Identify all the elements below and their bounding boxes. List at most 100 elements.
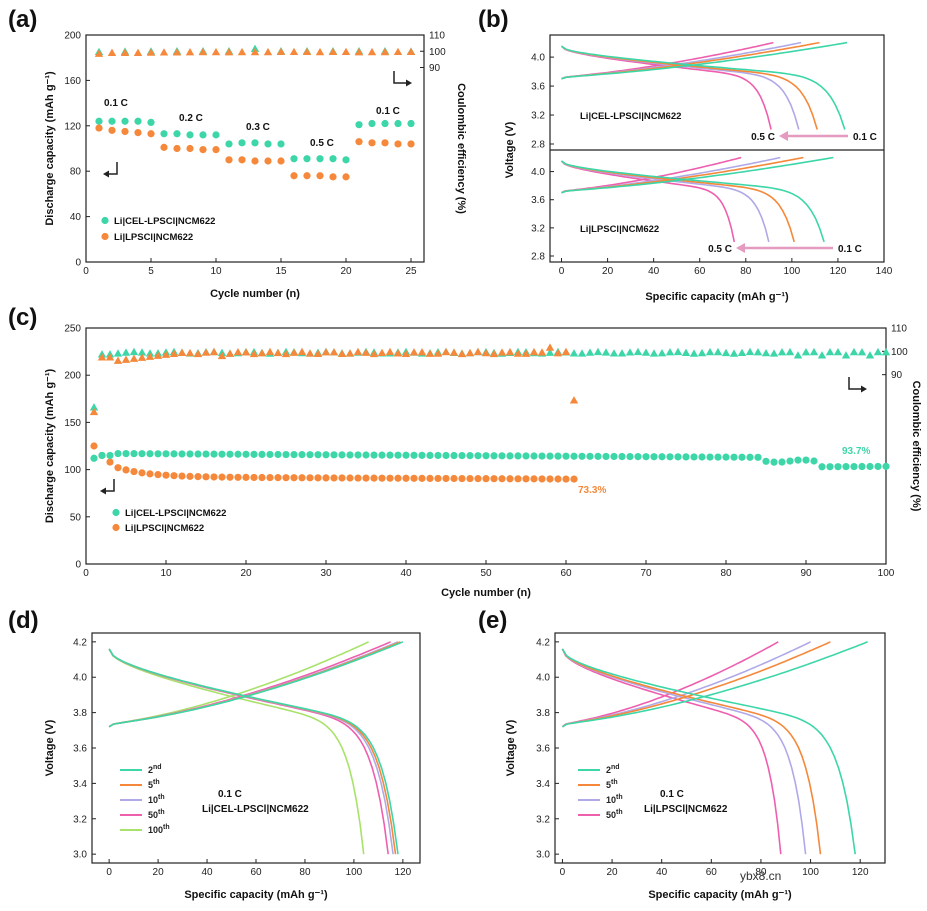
capacity-point-cel [618, 452, 626, 461]
capacity-point-lpsci [314, 474, 322, 482]
x-axis-label: Cycle number (n) [210, 288, 300, 300]
watermark-text: ybx8.cn [740, 869, 781, 883]
ce-point-cel [737, 348, 747, 357]
ce-point [107, 48, 117, 57]
legend-cycle-number: 2 [606, 765, 611, 775]
ce-point-lpsci [217, 351, 227, 360]
ce-point-lpsci [369, 349, 379, 358]
ce-point-lpsci [561, 347, 571, 356]
y-tick-label: 150 [64, 418, 81, 429]
capacity-point-cel [202, 450, 210, 458]
capacity-point-cel [842, 463, 850, 471]
ce-point-cel [601, 348, 611, 356]
x-tick-label: 25 [405, 266, 417, 277]
capacity-point-cel [514, 452, 522, 460]
ce-point-cel [89, 403, 99, 411]
ce-point-lpsci [401, 349, 411, 358]
capacity-point-cel [322, 451, 330, 459]
capacity-point [290, 172, 298, 180]
capacity-point-cel [138, 450, 146, 458]
y-tick-label: 3.0 [73, 850, 87, 861]
capacity-point [108, 117, 116, 125]
legend-cycle-suffix: th [153, 779, 160, 786]
retention-label-lpsci: 73.3% [578, 485, 606, 496]
cycle-2-discharge-curve [561, 648, 856, 855]
capacity-point [394, 140, 402, 148]
capacity-point-cel [194, 450, 202, 458]
capacity-point [394, 119, 402, 128]
legend-cycle-label: 10th [148, 794, 165, 805]
y-axis-label: Voltage (V) [504, 121, 516, 178]
ce-point-cel [865, 351, 875, 359]
capacity-point [368, 139, 376, 147]
capacity-point [355, 121, 363, 129]
x-axis-label: Specific capacity (mAh g⁻¹) [184, 889, 328, 901]
capacity-point [368, 119, 376, 128]
capacity-point-lpsci [426, 474, 434, 482]
ce-point-cel [129, 347, 139, 356]
capacity-point [186, 131, 194, 139]
ce-point-cel [721, 348, 731, 357]
ce-point-lpsci [105, 353, 115, 361]
y-tick-label: 4.0 [73, 673, 87, 684]
capacity-point-lpsci [418, 474, 426, 482]
legend-cycle-label: 5th [148, 779, 160, 790]
ce-point-lpsci [465, 348, 475, 357]
capacity-point [381, 139, 389, 147]
ce-point-lpsci [545, 343, 555, 351]
capacity-point-cel [362, 451, 370, 459]
capacity-point [134, 117, 142, 125]
capacity-point-cel [778, 458, 786, 466]
ce-point [198, 47, 208, 56]
ce-point-cel [769, 349, 779, 357]
legend-cycle-suffix: th [616, 794, 623, 801]
x-tick-label: 100 [802, 867, 819, 878]
ce-point-lpsci [553, 349, 563, 357]
ce-point [289, 47, 299, 56]
panel-a: (a) 0 5 10 15 20 25 0 40 80 120 160 200 90 100 110 Cycle… [8, 6, 467, 300]
ce-point-lpsci [569, 396, 579, 404]
ce-point [120, 48, 130, 57]
capacity-point-lpsci [170, 472, 178, 480]
ce-point [224, 48, 234, 56]
capacity-point-cel [770, 458, 778, 466]
capacity-point [160, 143, 168, 151]
y-tick-label: 3.4 [73, 779, 87, 790]
x-tick-label: 40 [201, 867, 213, 878]
capacity-point-cel [258, 450, 266, 459]
capacity-point [199, 131, 207, 139]
legend-cycle-number: 2 [148, 765, 153, 775]
legend-entry-lpsci: Li|LPSCl|NCM622 [114, 232, 193, 243]
x-tick-label: 5 [148, 266, 154, 277]
y-tick-label: 3.2 [73, 814, 87, 825]
capacity-point-lpsci [194, 473, 202, 481]
capacity-point-lpsci [330, 474, 338, 482]
capacity-point-cel [634, 453, 642, 461]
profile-0.1C-discharge-curve [561, 45, 846, 130]
y-tick-label: 120 [64, 121, 81, 132]
capacity-point [134, 129, 142, 137]
ce-point-lpsci [505, 347, 515, 356]
legend-cycle-label: 2nd [606, 764, 620, 775]
ce-point-cel [881, 348, 891, 356]
y2-tick-label: 100 [891, 347, 908, 358]
right-axis-arrow [848, 377, 863, 390]
capacity-point-lpsci [106, 458, 114, 466]
cycle-2-charge-curve [561, 641, 868, 728]
panel-label: (a) [8, 6, 37, 33]
ce-point-cel [593, 347, 603, 356]
capacity-point-cel [610, 452, 618, 461]
legend-entry-cel: Li|CEL-LPSCl|NCM622 [114, 216, 215, 227]
ce-point-lpsci [169, 349, 179, 357]
ce-point-cel [753, 347, 763, 356]
legend-cycle-label: 10th [606, 794, 623, 805]
ce-point-cel [641, 348, 651, 356]
ce-point-cel [569, 349, 579, 357]
legend-entry-lpsci: Li|LPSCl|NCM622 [125, 523, 204, 534]
capacity-point-lpsci [226, 473, 234, 481]
legend-cycle-number: 100 [148, 825, 163, 835]
ce-point-cel [625, 348, 635, 356]
ce-point [315, 47, 325, 56]
capacity-point [251, 157, 259, 165]
capacity-point-cel [482, 452, 490, 460]
